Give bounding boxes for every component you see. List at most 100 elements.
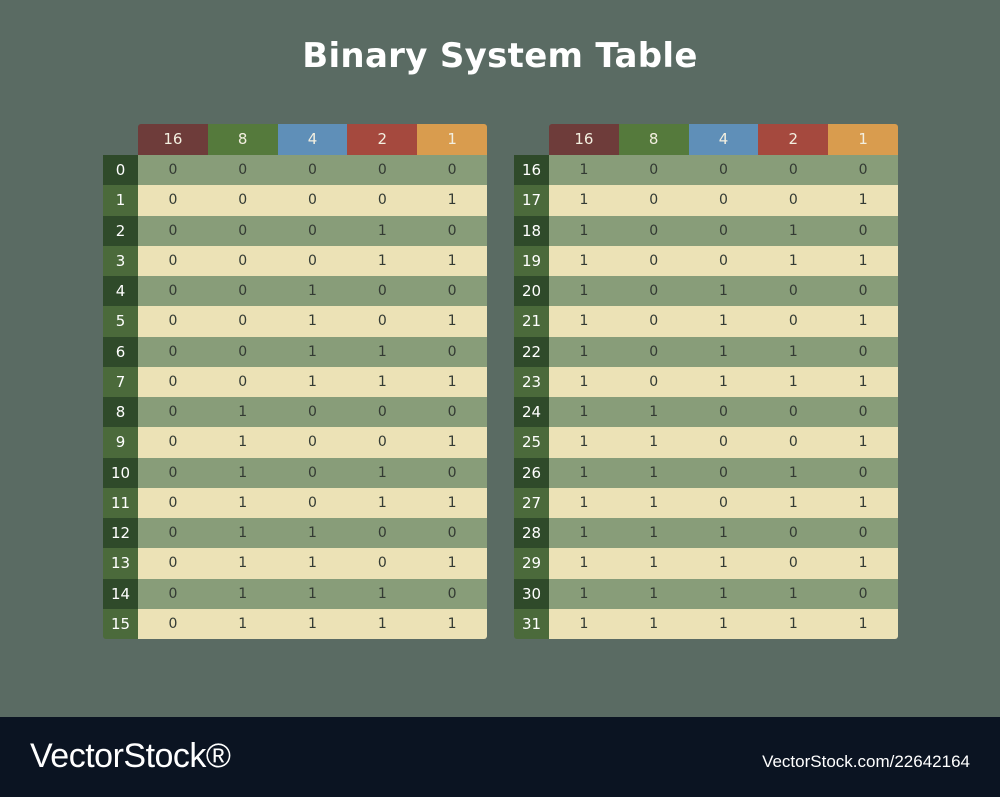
bit-cell: 0 [168,464,178,481]
row-label: 30 [514,578,549,609]
column-header: 1 [828,124,898,155]
bit-cell: 0 [377,192,387,209]
row-label: 28 [514,518,549,549]
bit-cell: 1 [719,283,728,299]
bit-cell: 1 [579,192,589,209]
table-row: 26 1 1 0 1 0 [514,457,898,488]
bit-cell: 1 [649,585,659,602]
table-row: 1 0 0 0 0 1 [103,185,487,216]
bit-cell: 1 [377,464,387,481]
bit-cell: 1 [308,585,317,602]
bit-cell: 0 [238,192,248,209]
bit-cell: 0 [719,464,728,481]
bit-cell: 0 [238,252,248,269]
row-cells: 0 1 0 0 0 [138,397,487,428]
bit-cell: 0 [858,222,868,239]
bit-cell: 0 [168,555,178,572]
bit-cell: 0 [788,192,798,209]
column-header: 8 [207,124,278,155]
bit-cell: 0 [377,313,387,330]
bit-cell: 0 [168,404,178,420]
bit-cell: 1 [858,192,868,209]
bit-cell: 0 [168,434,178,451]
row-cells: 0 0 0 0 0 [138,155,487,186]
table-row: 13 0 1 1 0 1 [103,548,487,579]
row-label: 17 [514,185,549,216]
bit-cell: 0 [858,404,868,420]
bit-cell: 1 [649,404,659,420]
row-cells: 1 1 0 1 0 [549,457,898,488]
bit-cell: 1 [377,494,387,511]
bit-cell: 1 [788,343,798,360]
bit-cell: 0 [719,192,728,209]
row-label: 5 [103,306,138,337]
bit-cell: 0 [168,222,178,239]
row-label: 2 [103,215,138,246]
brand-logo[interactable]: VectorStock® [30,737,231,775]
table-row: 31 1 1 1 1 1 [514,608,898,639]
bit-cell: 1 [238,525,248,541]
bit-cell: 0 [447,343,457,360]
row-label: 19 [514,245,549,276]
bit-cell: 0 [238,373,248,390]
bit-cell: 0 [858,585,868,602]
row-label: 6 [103,336,138,367]
column-header: 1 [417,124,487,155]
bit-cell: 1 [447,494,457,511]
bit-cell: 0 [447,162,457,178]
table-row: 4 0 0 1 0 0 [103,276,487,307]
bit-cell: 1 [377,585,387,602]
bit-cell: 1 [308,343,317,360]
row-cells: 1 0 1 1 1 [549,366,898,397]
bit-cell: 1 [579,434,589,451]
bit-cell: 1 [447,252,457,269]
table-row: 2 0 0 0 1 0 [103,215,487,246]
bit-cell: 1 [719,373,728,390]
row-cells: 0 1 1 0 1 [138,548,487,579]
table-row: 7 0 0 1 1 1 [103,366,487,397]
table-row: 25 1 1 0 0 1 [514,427,898,458]
bit-cell: 0 [238,343,248,360]
bit-cell: 0 [788,434,798,451]
row-label: 31 [514,608,549,639]
bit-cell: 1 [788,373,798,390]
bit-cell: 1 [788,494,798,511]
table-row: 29 1 1 1 0 1 [514,548,898,579]
row-cells: 0 1 1 1 0 [138,578,487,609]
row-cells: 0 1 1 1 1 [138,608,487,639]
footer-url[interactable]: VectorStock.com/22642164 [762,752,970,771]
table-row: 8 0 1 0 0 0 [103,397,487,428]
row-label: 16 [514,155,549,186]
row-label: 18 [514,215,549,246]
bit-cell: 0 [308,162,317,178]
bit-cell: 0 [788,283,798,299]
table-row: 18 1 0 0 1 0 [514,215,898,246]
page-title: Binary System Table [302,36,698,76]
table-row: 12 0 1 1 0 0 [103,518,487,549]
bit-cell: 1 [579,283,589,299]
table-row: 16 1 0 0 0 0 [514,155,898,186]
bit-cell: 0 [788,313,798,330]
table-row: 15 0 1 1 1 1 [103,608,487,639]
bit-cell: 0 [447,283,457,299]
bit-cell: 1 [579,313,589,330]
table-row: 3 0 0 0 1 1 [103,245,487,276]
bit-cell: 1 [719,343,728,360]
bit-cell: 0 [238,313,248,330]
bit-cell: 1 [579,222,589,239]
row-label: 27 [514,487,549,518]
bit-cell: 0 [168,283,178,299]
row-label: 10 [103,457,138,488]
table-row: 28 1 1 1 0 0 [514,518,898,549]
bit-cell: 0 [719,494,728,511]
bit-cell: 1 [308,525,317,541]
column-header: 16 [138,124,208,155]
column-header: 16 [549,124,619,155]
bit-cell: 1 [719,525,728,541]
bit-cell: 1 [649,555,659,572]
bit-cell: 0 [719,162,728,178]
bit-cell: 0 [719,434,728,451]
bit-cell: 0 [649,222,659,239]
bit-cell: 1 [238,434,248,451]
row-cells: 0 0 0 1 0 [138,215,487,246]
